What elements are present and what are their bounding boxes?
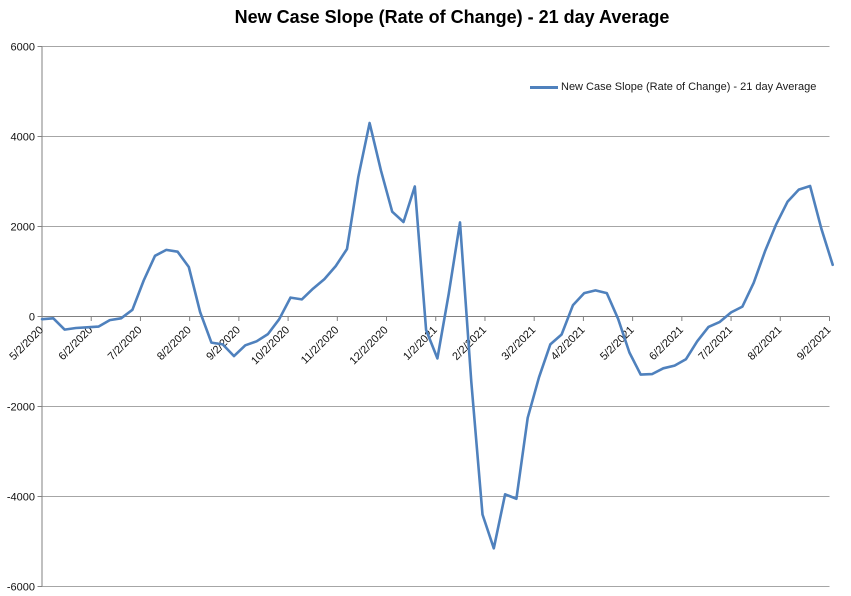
y-axis-label: 4000 <box>11 132 35 144</box>
chart-title: New Case Slope (Rate of Change) - 21 day… <box>234 7 670 27</box>
x-axis-label: 6/2/2020 <box>57 324 96 363</box>
y-axis-label: 6000 <box>11 42 35 54</box>
x-axis-label: 1/2/2021 <box>401 324 440 363</box>
legend: New Case Slope (Rate of Change) - 21 day… <box>530 81 816 93</box>
y-axis-label: -4000 <box>7 492 35 504</box>
x-axis-label: 5/2/2020 <box>7 324 46 363</box>
x-axis-label: 12/2/2020 <box>348 324 391 367</box>
x-axis-label: 6/2/2021 <box>647 324 686 363</box>
x-axis-label: 8/2/2021 <box>746 324 785 363</box>
series-line <box>40 121 835 550</box>
y-axis-label: 0 <box>29 312 35 324</box>
legend-label: New Case Slope (Rate of Change) - 21 day… <box>561 81 817 93</box>
y-axis-label: 2000 <box>11 222 35 234</box>
y-axis-label: -6000 <box>7 582 35 594</box>
x-axis-label: 8/2/2020 <box>155 324 194 363</box>
x-axis-label: 11/2/2020 <box>299 324 342 367</box>
legend-line-swatch <box>530 85 558 89</box>
x-axis-label: 3/2/2021 <box>500 324 539 363</box>
y-axis-label: -2000 <box>7 402 35 414</box>
x-axis-label: 7/2/2021 <box>696 324 735 363</box>
x-axis-label: 7/2/2020 <box>106 324 145 363</box>
x-axis-label: 4/2/2021 <box>549 324 588 363</box>
x-axis-label: 9/2/2021 <box>795 324 834 363</box>
